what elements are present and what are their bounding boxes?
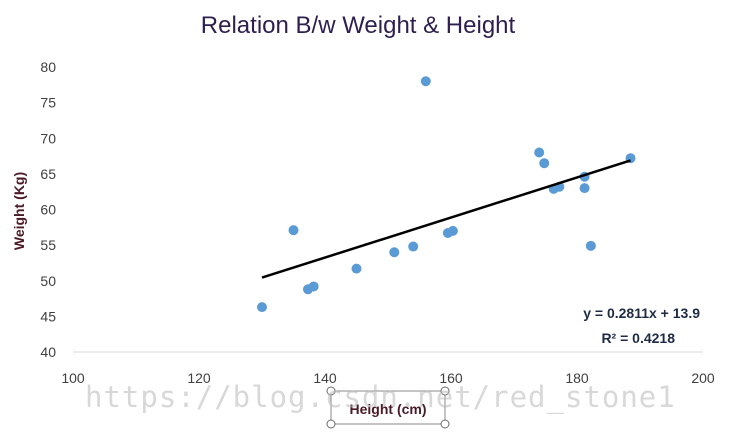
trendline-group	[261, 159, 631, 279]
x-axis-label-selection[interactable]: Height (cm)	[326, 386, 450, 429]
data-point	[585, 240, 596, 251]
resize-handle[interactable]	[326, 386, 336, 396]
data-point	[351, 263, 362, 274]
x-axis-ticks: 100 120 140 160 180 200	[61, 370, 715, 386]
trendline	[261, 159, 631, 279]
y-tick-label: 40	[40, 344, 56, 360]
y-tick-label: 50	[40, 273, 56, 289]
data-point	[257, 302, 267, 313]
x-axis-label[interactable]: Height (cm)	[350, 401, 427, 417]
data-points	[257, 76, 636, 313]
x-tick-label: 180	[565, 370, 589, 386]
data-point	[308, 281, 319, 292]
data-point	[579, 183, 590, 194]
resize-handle[interactable]	[440, 419, 450, 429]
data-point	[288, 225, 299, 236]
y-tick-label: 65	[40, 166, 56, 182]
selection-frame	[330, 390, 446, 425]
x-tick-label: 120	[187, 370, 211, 386]
y-tick-label: 70	[40, 130, 56, 146]
x-tick-label: 140	[313, 370, 337, 386]
y-axis-ticks: 40 45 50 55 60 65 70 75 80	[40, 59, 56, 360]
data-point	[534, 147, 545, 158]
x-tick-label: 100	[61, 370, 85, 386]
data-point	[408, 241, 419, 252]
y-tick-label: 45	[40, 308, 56, 324]
data-point	[539, 158, 550, 169]
data-point	[447, 225, 458, 236]
y-tick-label: 75	[40, 95, 56, 111]
resize-handle[interactable]	[440, 386, 450, 396]
y-tick-label: 60	[40, 202, 56, 218]
r-squared-label: R² = 0.4218	[601, 330, 675, 346]
x-tick-label: 160	[439, 370, 463, 386]
chart-title: Relation B/w Weight & Height	[201, 12, 516, 39]
watermark: https://blog.csdn.net/red_stone1	[85, 380, 676, 415]
data-point	[389, 247, 400, 258]
resize-handle[interactable]	[326, 419, 336, 429]
y-tick-label: 55	[40, 237, 56, 253]
y-tick-label: 80	[40, 59, 56, 75]
x-tick-label: 200	[691, 370, 715, 386]
data-point	[420, 76, 431, 87]
trendline-equation: y = 0.2811x + 13.9	[583, 305, 700, 321]
y-axis-label: Weight (Kg)	[11, 172, 27, 250]
